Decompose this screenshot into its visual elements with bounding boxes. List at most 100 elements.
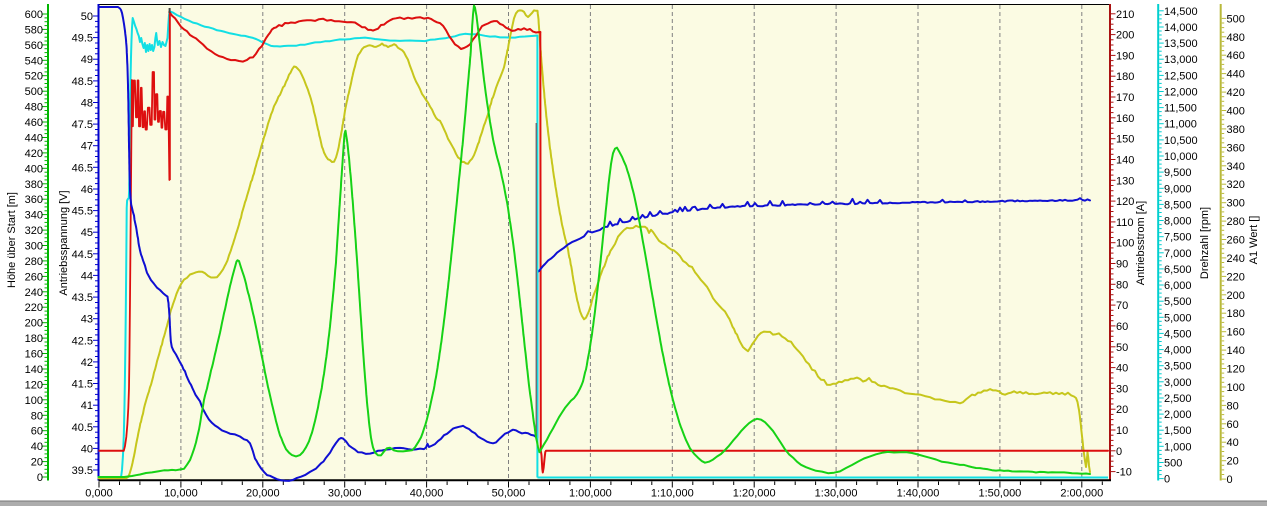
svg-text:20: 20 bbox=[1116, 404, 1128, 416]
svg-text:420: 420 bbox=[25, 148, 43, 160]
svg-text:300: 300 bbox=[1227, 198, 1245, 210]
svg-text:13,500: 13,500 bbox=[1164, 38, 1198, 50]
svg-text:160: 160 bbox=[25, 349, 43, 361]
svg-text:80: 80 bbox=[1116, 279, 1128, 291]
svg-text:12,500: 12,500 bbox=[1164, 70, 1198, 82]
svg-text:360: 360 bbox=[1227, 142, 1245, 154]
svg-text:240: 240 bbox=[25, 287, 43, 299]
svg-text:45.5: 45.5 bbox=[72, 206, 93, 218]
svg-text:47: 47 bbox=[81, 141, 93, 153]
svg-text:40: 40 bbox=[31, 441, 43, 453]
svg-text:240: 240 bbox=[1227, 253, 1245, 265]
svg-text:2,000: 2,000 bbox=[1164, 409, 1192, 421]
svg-text:300: 300 bbox=[25, 241, 43, 253]
svg-text:200: 200 bbox=[1227, 290, 1245, 302]
svg-text:360: 360 bbox=[25, 194, 43, 206]
svg-text:440: 440 bbox=[25, 133, 43, 145]
svg-text:90: 90 bbox=[1116, 259, 1128, 271]
svg-text:4,500: 4,500 bbox=[1164, 328, 1192, 340]
svg-text:40: 40 bbox=[81, 443, 93, 455]
svg-text:140: 140 bbox=[1227, 345, 1245, 357]
svg-text:6,000: 6,000 bbox=[1164, 280, 1192, 292]
svg-text:1:00,000: 1:00,000 bbox=[569, 488, 612, 500]
svg-text:580: 580 bbox=[25, 24, 43, 36]
svg-text:13,000: 13,000 bbox=[1164, 54, 1198, 66]
svg-text:2:00,000: 2:00,000 bbox=[1060, 488, 1103, 500]
svg-text:320: 320 bbox=[25, 225, 43, 237]
svg-text:8,500: 8,500 bbox=[1164, 199, 1192, 211]
svg-text:5,500: 5,500 bbox=[1164, 296, 1192, 308]
svg-text:320: 320 bbox=[1227, 179, 1245, 191]
svg-text:9,500: 9,500 bbox=[1164, 167, 1192, 179]
svg-text:0: 0 bbox=[1227, 474, 1233, 486]
svg-text:0: 0 bbox=[1116, 446, 1122, 458]
svg-text:30,000: 30,000 bbox=[328, 488, 362, 500]
svg-text:48.5: 48.5 bbox=[72, 76, 93, 88]
svg-text:400: 400 bbox=[1227, 106, 1245, 118]
svg-text:120: 120 bbox=[1227, 364, 1245, 376]
svg-text:280: 280 bbox=[1227, 216, 1245, 228]
svg-text:60: 60 bbox=[31, 426, 43, 438]
svg-text:47.5: 47.5 bbox=[72, 119, 93, 131]
svg-text:340: 340 bbox=[1227, 161, 1245, 173]
svg-text:Antriebsspannung [V]: Antriebsspannung [V] bbox=[58, 190, 70, 295]
svg-text:0: 0 bbox=[1164, 474, 1170, 486]
svg-text:11,000: 11,000 bbox=[1164, 119, 1197, 131]
svg-text:12,000: 12,000 bbox=[1164, 87, 1198, 99]
svg-text:46.5: 46.5 bbox=[72, 162, 93, 174]
svg-text:500: 500 bbox=[1164, 458, 1182, 470]
svg-text:140: 140 bbox=[25, 364, 43, 376]
svg-text:1,000: 1,000 bbox=[1164, 441, 1192, 453]
svg-text:160: 160 bbox=[1227, 327, 1245, 339]
svg-text:41: 41 bbox=[81, 400, 93, 412]
svg-text:7,500: 7,500 bbox=[1164, 232, 1192, 244]
svg-text:Höhe über Start [m]: Höhe über Start [m] bbox=[6, 192, 18, 288]
svg-text:280: 280 bbox=[25, 256, 43, 268]
svg-text:50,000: 50,000 bbox=[492, 488, 526, 500]
svg-text:10,000: 10,000 bbox=[164, 488, 198, 500]
svg-text:460: 460 bbox=[1227, 50, 1245, 62]
svg-text:400: 400 bbox=[25, 163, 43, 175]
svg-text:540: 540 bbox=[25, 55, 43, 67]
svg-text:260: 260 bbox=[25, 271, 43, 283]
svg-text:43: 43 bbox=[81, 314, 93, 326]
svg-text:200: 200 bbox=[1116, 30, 1134, 42]
svg-text:14,500: 14,500 bbox=[1164, 6, 1198, 18]
svg-text:49.5: 49.5 bbox=[72, 33, 93, 45]
svg-text:30: 30 bbox=[1116, 383, 1128, 395]
svg-text:41.5: 41.5 bbox=[72, 379, 93, 391]
svg-text:7,000: 7,000 bbox=[1164, 248, 1192, 260]
svg-text:600: 600 bbox=[25, 9, 43, 21]
svg-text:40: 40 bbox=[1227, 437, 1239, 449]
svg-text:20: 20 bbox=[31, 457, 43, 469]
svg-text:380: 380 bbox=[25, 179, 43, 191]
svg-text:500: 500 bbox=[1227, 13, 1245, 25]
svg-text:10,500: 10,500 bbox=[1164, 135, 1198, 147]
svg-text:0,000: 0,000 bbox=[85, 488, 113, 500]
svg-text:45: 45 bbox=[81, 227, 93, 239]
svg-text:220: 220 bbox=[25, 302, 43, 314]
svg-text:200: 200 bbox=[25, 318, 43, 330]
svg-text:170: 170 bbox=[1116, 92, 1134, 104]
svg-text:42: 42 bbox=[81, 357, 93, 369]
svg-text:480: 480 bbox=[25, 102, 43, 114]
svg-text:49: 49 bbox=[81, 54, 93, 66]
svg-text:1:30,000: 1:30,000 bbox=[815, 488, 858, 500]
svg-text:39.5: 39.5 bbox=[72, 465, 93, 477]
svg-text:60: 60 bbox=[1116, 321, 1128, 333]
svg-text:120: 120 bbox=[1116, 196, 1134, 208]
svg-text:9,000: 9,000 bbox=[1164, 183, 1192, 195]
svg-text:60: 60 bbox=[1227, 419, 1239, 431]
svg-text:180: 180 bbox=[1227, 308, 1245, 320]
svg-text:20: 20 bbox=[1227, 456, 1239, 468]
svg-text:46: 46 bbox=[81, 184, 93, 196]
svg-text:44.5: 44.5 bbox=[72, 249, 93, 261]
svg-text:120: 120 bbox=[25, 379, 43, 391]
svg-text:14,000: 14,000 bbox=[1164, 22, 1198, 34]
svg-text:380: 380 bbox=[1227, 124, 1245, 136]
svg-text:70: 70 bbox=[1116, 300, 1128, 312]
svg-text:180: 180 bbox=[25, 333, 43, 345]
svg-text:Drehzahl [rpm]: Drehzahl [rpm] bbox=[1199, 207, 1211, 279]
svg-text:43.5: 43.5 bbox=[72, 292, 93, 304]
svg-text:-10: -10 bbox=[1116, 467, 1132, 479]
